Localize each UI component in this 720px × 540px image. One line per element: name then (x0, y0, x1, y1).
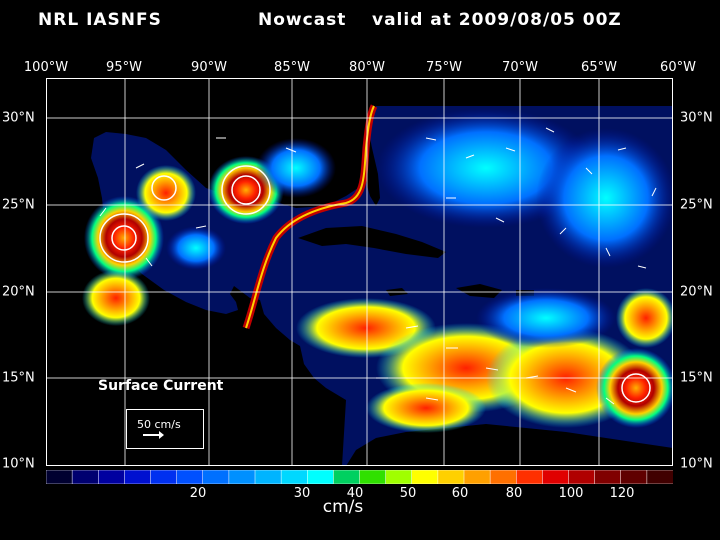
lat-label-30n-left: 30°N (2, 110, 35, 126)
land-south-america (346, 424, 673, 466)
lon-label-90w: 90°W (191, 60, 227, 75)
colorbar-swatch (98, 470, 126, 484)
lon-label-60w: 60°W (660, 60, 696, 75)
colorbar-swatch (594, 470, 622, 484)
colorbar-swatch (359, 470, 387, 484)
lon-label-80w: 80°W (349, 60, 385, 75)
lon-label-65w: 65°W (581, 60, 617, 75)
colorbar-swatch (333, 470, 361, 484)
lat-label-10n-right: 10°N (680, 456, 713, 472)
colorbar-swatch (463, 470, 491, 484)
title-valid-time: valid at 2009/08/05 00Z (372, 10, 622, 30)
surface-current-label: Surface Current (98, 378, 224, 394)
lon-label-100w: 100°W (23, 60, 69, 75)
lat-label-10n-left: 10°N (2, 456, 35, 472)
graticule (46, 78, 673, 466)
land-hispaniola (456, 284, 502, 298)
colorbar-tick-80: 80 (505, 486, 523, 501)
colorbar-units: cm/s (322, 497, 364, 517)
land-cuba (298, 226, 446, 258)
reference-vector-label: 50 cm/s (137, 418, 181, 431)
colorbar-swatch (411, 470, 439, 484)
colorbar-swatch (280, 470, 309, 484)
reference-arrow-icon (143, 431, 164, 439)
map-frame (46, 78, 673, 466)
colorbar-tick-20: 20 (189, 486, 207, 501)
colorbar-swatch (542, 470, 570, 484)
colorbar-swatch (176, 470, 204, 484)
colorbar-swatch (307, 470, 335, 484)
lon-label-75w: 75°W (426, 60, 462, 75)
colorbar-swatch (620, 470, 648, 484)
colorbar-swatch (385, 470, 413, 484)
colorbar-tick-50: 50 (399, 486, 417, 501)
colorbar-swatch (71, 470, 100, 484)
lat-label-25n-left: 25°N (2, 197, 35, 213)
colorbar (46, 470, 673, 484)
colorbar-tick-30: 30 (293, 486, 311, 501)
lon-label-85w: 85°W (274, 60, 310, 75)
colorbar-swatch (228, 470, 256, 484)
colorbar-swatch (254, 470, 282, 484)
colorbar-swatch (646, 470, 673, 484)
title-source: NRL IASNFS (38, 10, 162, 30)
colorbar-swatch (46, 470, 73, 484)
colorbar-swatch (516, 470, 544, 484)
colorbar-tick-60: 60 (451, 486, 469, 501)
colorbar-tick-40: 40 (346, 486, 364, 501)
colorbar-swatch (124, 470, 152, 484)
eddy-rings (99, 165, 651, 403)
lat-label-20n-left: 20°N (2, 284, 35, 300)
colorbar-swatch (150, 470, 178, 484)
lat-label-15n-right: 15°N (680, 370, 713, 386)
colorbar-swatch (489, 470, 518, 484)
lat-label-30n-right: 30°N (680, 110, 713, 126)
colorbar-tick-120: 120 (609, 486, 635, 501)
colorbar-swatch (437, 470, 465, 484)
title-product: Nowcast (258, 10, 347, 30)
reference-vector-box: 50 cm/s (126, 409, 204, 449)
colorbar-swatch (568, 470, 596, 484)
colorbar-tick-100: 100 (558, 486, 584, 501)
lat-label-15n-left: 15°N (2, 370, 35, 386)
lon-label-70w: 70°W (502, 60, 538, 75)
lat-label-20n-right: 20°N (680, 284, 713, 300)
land-north-america (46, 78, 673, 466)
colorbar-swatch (202, 470, 230, 484)
lon-label-95w: 95°W (106, 60, 142, 75)
current-speed-map (46, 78, 673, 466)
lat-label-25n-right: 25°N (680, 197, 713, 213)
